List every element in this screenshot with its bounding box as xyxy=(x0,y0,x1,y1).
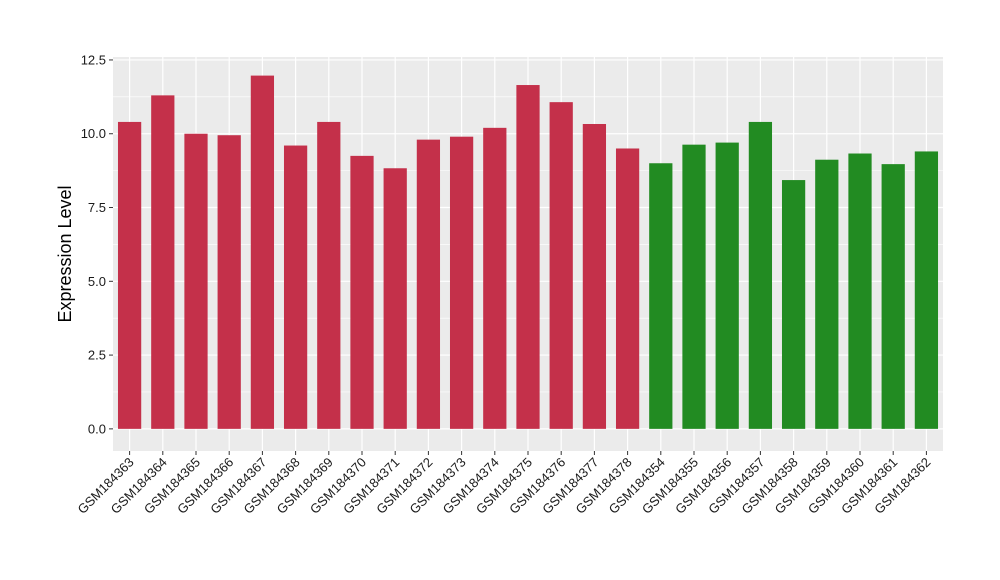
bar-GSM184365 xyxy=(184,133,208,429)
bar-GSM184361 xyxy=(881,164,905,429)
bar-GSM184378 xyxy=(615,148,640,429)
bar-GSM184358 xyxy=(781,180,806,429)
bar-GSM184373 xyxy=(449,136,474,429)
bar-GSM184364 xyxy=(151,95,175,429)
bar-GSM184376 xyxy=(549,102,573,429)
bar-GSM184362 xyxy=(914,151,939,429)
y-tick-label: 5.0 xyxy=(88,274,106,289)
bar-GSM184372 xyxy=(416,139,441,429)
bar-GSM184359 xyxy=(815,159,839,429)
y-tick-label: 10.0 xyxy=(81,126,106,141)
bars-group xyxy=(117,75,939,429)
bar-GSM184360 xyxy=(848,153,872,429)
x-axis: GSM184363GSM184364GSM184365GSM184366GSM1… xyxy=(74,451,934,517)
y-tick-label: 0.0 xyxy=(88,421,106,436)
bar-GSM184355 xyxy=(682,144,706,429)
bar-GSM184357 xyxy=(748,121,773,429)
bar-GSM184356 xyxy=(715,142,739,429)
y-axis: 0.0 2.5 5.0 7.5 10.0 12.5 xyxy=(81,52,113,436)
bar-GSM184354 xyxy=(649,163,673,429)
bar-GSM184377 xyxy=(582,123,607,429)
bar-GSM184375 xyxy=(516,85,540,429)
bar-GSM184367 xyxy=(250,75,275,429)
bar-GSM184368 xyxy=(283,145,308,429)
y-tick-label: 7.5 xyxy=(88,200,106,215)
bar-GSM184369 xyxy=(317,121,341,429)
y-tick-label: 12.5 xyxy=(81,52,106,67)
bar-GSM184374 xyxy=(483,127,507,429)
bar-GSM184363 xyxy=(117,121,142,429)
y-tick-label: 2.5 xyxy=(88,348,106,363)
bar-GSM184366 xyxy=(217,135,241,429)
bar-GSM184371 xyxy=(383,168,407,429)
bar-GSM184370 xyxy=(350,155,374,429)
y-axis-title: Expression Level xyxy=(55,185,75,322)
